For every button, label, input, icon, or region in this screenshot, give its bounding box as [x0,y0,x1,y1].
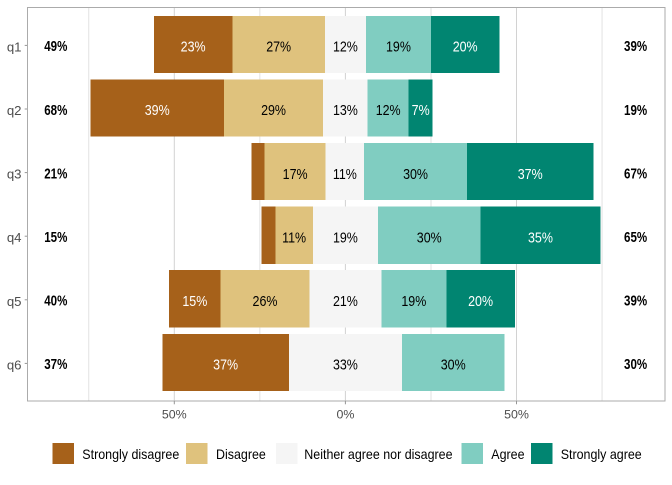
svg-text:67%: 67% [624,165,647,182]
svg-text:30%: 30% [624,356,647,373]
svg-text:15%: 15% [182,292,207,309]
svg-text:19%: 19% [624,101,647,118]
svg-text:19%: 19% [333,228,358,245]
svg-text:11%: 11% [333,165,357,182]
svg-text:q5: q5 [7,294,22,309]
svg-text:q6: q6 [7,357,22,372]
svg-text:50%: 50% [504,408,529,422]
svg-text:26%: 26% [253,292,278,309]
svg-text:q3: q3 [7,167,22,182]
svg-text:0%: 0% [336,408,354,422]
svg-text:20%: 20% [468,292,493,309]
svg-text:13%: 13% [333,101,358,118]
svg-text:Agree: Agree [491,447,524,463]
svg-text:37%: 37% [518,165,543,182]
svg-text:23%: 23% [181,37,206,54]
svg-text:40%: 40% [44,292,67,309]
svg-text:7%: 7% [412,101,430,118]
svg-text:65%: 65% [624,228,647,245]
svg-text:12%: 12% [333,37,358,54]
svg-text:q4: q4 [7,230,22,245]
svg-text:21%: 21% [44,165,67,182]
svg-text:29%: 29% [261,101,286,118]
svg-text:35%: 35% [528,228,553,245]
svg-text:q2: q2 [7,103,22,118]
svg-text:21%: 21% [333,292,358,309]
svg-text:Strongly disagree: Strongly disagree [82,447,179,463]
svg-text:68%: 68% [44,101,67,118]
svg-text:30%: 30% [417,228,442,245]
svg-text:33%: 33% [333,355,358,372]
svg-text:37%: 37% [213,355,238,372]
svg-text:12%: 12% [376,101,401,118]
svg-text:19%: 19% [386,37,411,54]
svg-text:30%: 30% [441,355,466,372]
svg-text:Neither agree nor disagree: Neither agree nor disagree [304,447,452,463]
svg-text:Strongly agree: Strongly agree [561,447,642,463]
svg-text:19%: 19% [401,292,426,309]
svg-text:q1: q1 [7,39,22,54]
svg-text:37%: 37% [44,356,67,373]
svg-text:27%: 27% [266,37,291,54]
svg-text:39%: 39% [624,292,647,309]
svg-text:11%: 11% [282,228,306,245]
svg-text:39%: 39% [624,38,647,55]
svg-text:30%: 30% [403,165,428,182]
svg-text:39%: 39% [145,101,170,118]
svg-text:20%: 20% [453,37,478,54]
svg-text:17%: 17% [283,165,308,182]
svg-text:50%: 50% [162,408,187,422]
svg-text:49%: 49% [44,38,67,55]
svg-text:15%: 15% [44,228,67,245]
svg-text:Disagree: Disagree [216,447,266,463]
